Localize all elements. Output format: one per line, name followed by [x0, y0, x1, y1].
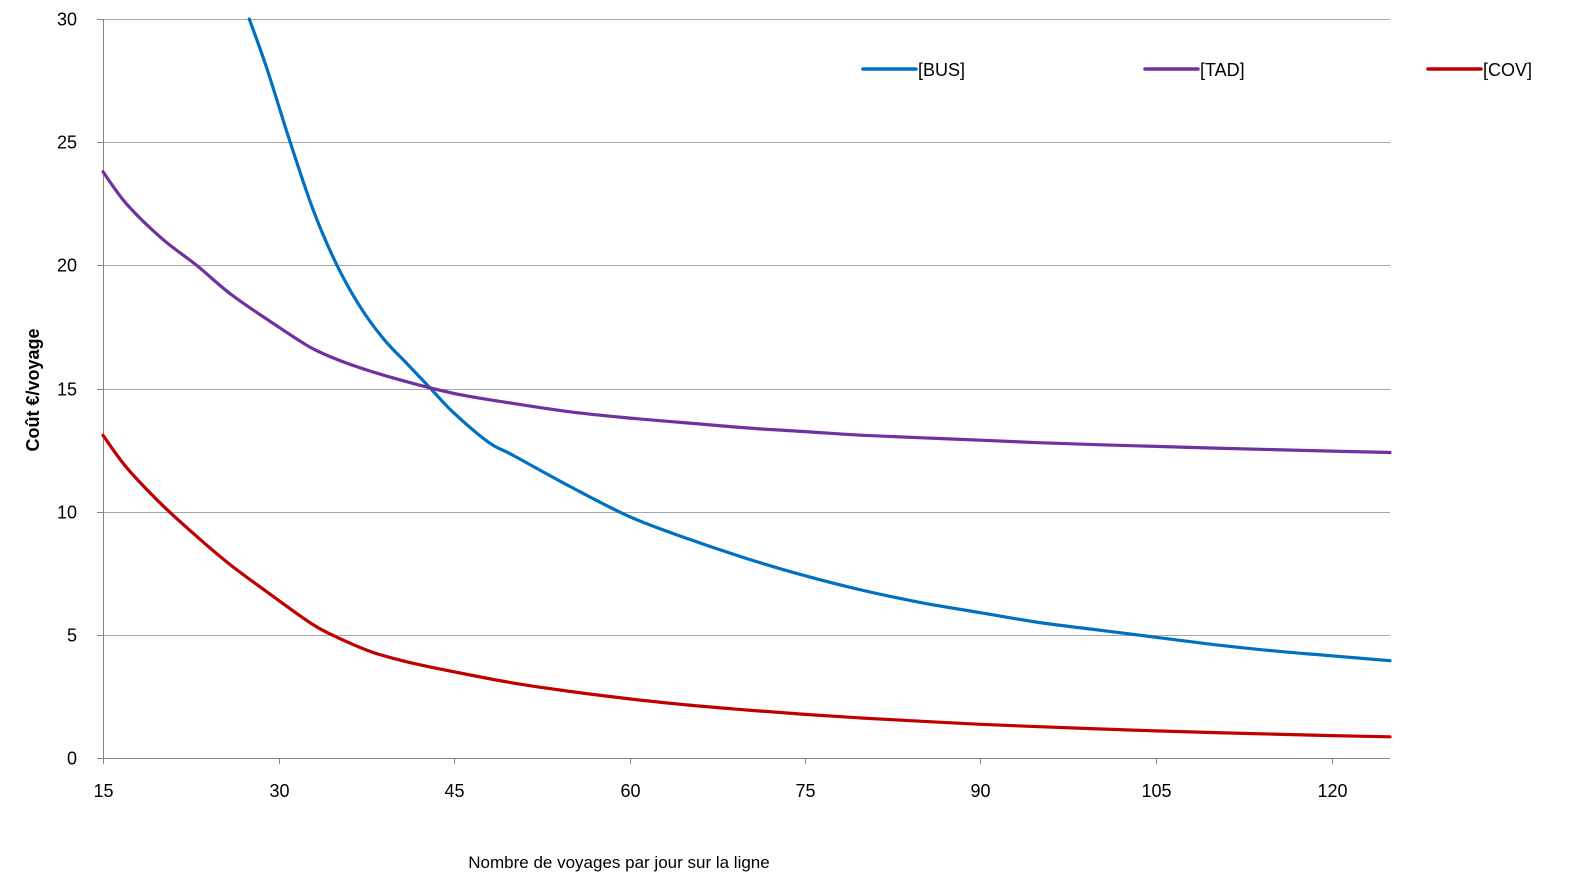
- x-tick-label: 105: [1141, 781, 1171, 801]
- y-tick-label: 30: [57, 10, 77, 30]
- legend-label-bus: [BUS]: [918, 60, 965, 80]
- series-line-cov: [101, 433, 1392, 739]
- axes: 0 5 10 15 20 25 30 15 30 45 60 75 90 105 120: [57, 10, 1390, 801]
- x-tick-label: 75: [795, 781, 815, 801]
- y-tick-label: 5: [67, 626, 77, 646]
- legend: [BUS] [TAD] [COV]: [861, 60, 1532, 80]
- x-tick-label: 15: [93, 781, 113, 801]
- y-tick-label: 25: [57, 133, 77, 153]
- x-tick-label: 45: [444, 781, 464, 801]
- x-axis-title: Nombre de voyages par jour sur la ligne: [468, 853, 769, 872]
- y-tick-label: 0: [67, 749, 77, 769]
- y-tick-label: 20: [57, 256, 77, 276]
- legend-label-tad: [TAD]: [1200, 60, 1245, 80]
- legend-label-cov: [COV]: [1483, 60, 1532, 80]
- x-tick-label: 60: [620, 781, 640, 801]
- x-tick-label: 90: [970, 781, 990, 801]
- series-line-tad: [101, 170, 1392, 455]
- y-tick-label: 10: [57, 503, 77, 523]
- series-layer: [101, 17, 1392, 739]
- x-tick-label: 120: [1317, 781, 1347, 801]
- gridlines: [103, 19, 1390, 636]
- x-tick-label: 30: [269, 781, 289, 801]
- series-line-bus: [247, 17, 1392, 663]
- y-tick-label: 15: [57, 380, 77, 400]
- y-axis-title: Coût €/voyage: [23, 328, 43, 451]
